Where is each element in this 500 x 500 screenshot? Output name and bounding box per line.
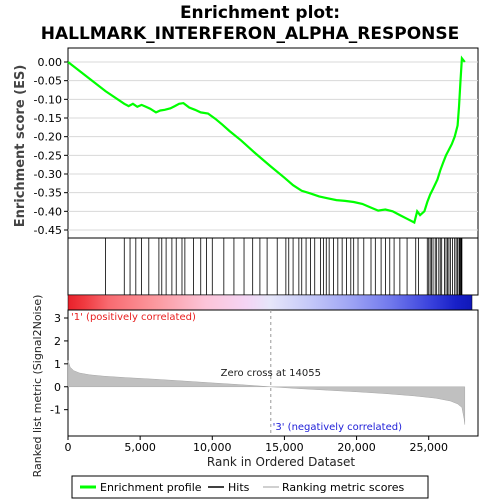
metric-ytick-label: 0 [54, 381, 61, 394]
metric-xlabel: Rank in Ordered Dataset [207, 455, 355, 469]
es-ytick-label: -0.25 [34, 149, 62, 162]
legend-frame [71, 475, 429, 499]
es-ytick-label: -0.30 [34, 168, 62, 181]
metric-panel: 3 2 1 0 -1 0 5,000 10,000 15,000 20,000 25,000 Ze… [31, 295, 479, 478]
legend-label-hits: Hits [228, 481, 250, 494]
es-ytick-label: -0.35 [34, 187, 62, 200]
metric-ylabel: Ranked list metric (Signal2Noise) [31, 295, 44, 478]
es-ytick-label: -0.05 [34, 75, 62, 88]
es-ytick-label: -0.40 [34, 205, 62, 218]
es-ytick-label: -0.20 [34, 131, 62, 144]
legend-label-ranking: Ranking metric scores [282, 481, 404, 494]
chart-title-line-1: Enrichment plot: [180, 3, 340, 23]
metric-ytick-label: 2 [54, 335, 61, 348]
metric-xtick-label: 15,000 [265, 441, 304, 454]
hits-panel [67, 237, 479, 296]
chart-title-line-2: HALLMARK_INTERFERON_ALPHA_RESPONSE [41, 24, 460, 44]
metric-xtick-label: 20,000 [337, 441, 376, 454]
hits-panel-frame [67, 237, 479, 296]
metric-ytick-label: 3 [54, 312, 61, 325]
metric-ytick-label: 1 [54, 358, 61, 371]
enrichment-profile-line [67, 55, 466, 225]
es-ytick-label: 0.00 [38, 56, 63, 69]
legend: Enrichment profile Hits Ranking metric s… [71, 475, 429, 499]
zero-cross-label: Zero cross at 14055 [221, 368, 321, 379]
es-ylabel: Enrichment score (ES) [13, 65, 28, 228]
es-ytick-label: -0.15 [34, 112, 62, 125]
pos-correlated-label: '1' (positively correlated) [71, 312, 196, 323]
metric-xtick-label: 25,000 [409, 441, 448, 454]
ranking-metric-area [67, 360, 466, 425]
es-panel: 0.00 -0.05 -0.10 -0.15 -0.20 -0.25 -0.30 -0.35 -… [13, 47, 479, 239]
metric-xtick-label: 10,000 [193, 441, 232, 454]
rank-color-bar [67, 294, 473, 311]
neg-correlated-label: '3' (negatively correlated) [273, 422, 402, 433]
metric-xtick-label: 5,000 [124, 441, 156, 454]
metric-ytick-label: -1 [50, 404, 61, 417]
es-ytick-label: -0.10 [34, 93, 62, 106]
es-ytick-label: -0.45 [34, 224, 62, 237]
legend-label-enrichment: Enrichment profile [100, 481, 202, 494]
metric-panel-frame [67, 309, 479, 437]
metric-xtick-label: 0 [65, 441, 72, 454]
